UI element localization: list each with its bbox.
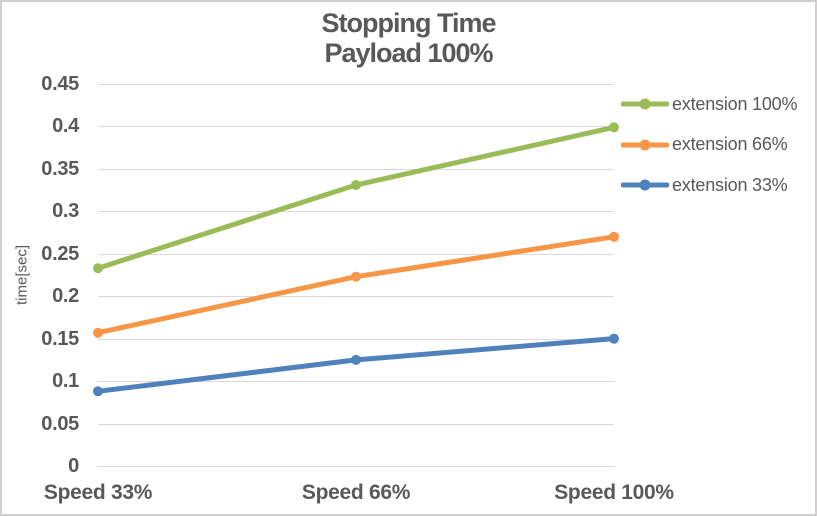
data-point-extension-66-speed-66 bbox=[351, 271, 361, 282]
data-point-extension-100-speed-33 bbox=[93, 263, 103, 274]
series-line-extension-66 bbox=[95, 234, 617, 336]
legend-marker-icon bbox=[621, 98, 669, 110]
data-point-extension-100-speed-66 bbox=[351, 180, 361, 191]
legend-marker-icon bbox=[621, 139, 669, 150]
series-line-extension-33 bbox=[95, 336, 617, 394]
legend-label: extension 100% bbox=[672, 93, 798, 114]
y-tick-label: 0.25 bbox=[41, 242, 79, 265]
legend-item-extension-100: extension 100% bbox=[621, 93, 797, 115]
y-tick-label: 0.45 bbox=[41, 73, 79, 95]
data-point-extension-66-speed-33 bbox=[93, 327, 103, 338]
legend-item-extension-66: extension 66% bbox=[621, 134, 788, 156]
x-axis-label-speed-66: Speed 66% bbox=[301, 481, 411, 504]
y-tick-label: 0.35 bbox=[41, 157, 79, 180]
legend-item-extension-33: extension 33% bbox=[621, 174, 788, 196]
y-tick-label: 0 bbox=[68, 455, 79, 477]
y-tick-label: 0.15 bbox=[41, 327, 79, 350]
y-tick-label: 0.05 bbox=[41, 412, 79, 435]
y-tick-label: 0.2 bbox=[52, 285, 79, 308]
data-point-extension-33-speed-33 bbox=[93, 386, 103, 397]
data-point-extension-33-speed-66 bbox=[351, 354, 361, 365]
y-tick-label: 0.4 bbox=[52, 115, 79, 138]
y-tick-label: 0.1 bbox=[52, 370, 79, 393]
data-point-extension-66-speed-100 bbox=[609, 231, 619, 242]
chart-title-line2: Payload 100% bbox=[324, 38, 493, 68]
legend-marker-icon bbox=[621, 179, 669, 191]
data-point-extension-100-speed-100 bbox=[609, 122, 619, 133]
x-axis-label-speed-100: Speed 100% bbox=[554, 481, 674, 504]
data-point-extension-33-speed-100 bbox=[609, 333, 619, 344]
x-axis-label-speed-33: Speed 33% bbox=[43, 481, 153, 504]
legend-label: extension 66% bbox=[672, 134, 788, 154]
chart-title-line1: Stopping Time bbox=[321, 8, 497, 38]
y-tick-label: 0.3 bbox=[52, 200, 79, 223]
legend-label: extension 33% bbox=[672, 174, 788, 195]
chart-title: Stopping Time Payload 100% bbox=[2, 8, 815, 68]
